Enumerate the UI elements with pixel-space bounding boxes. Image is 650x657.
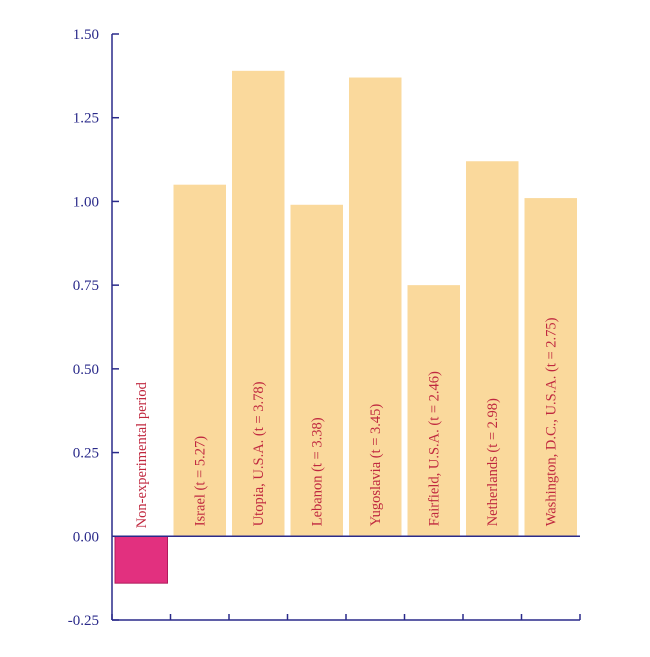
y-tick-label: 0.50 bbox=[73, 362, 99, 378]
y-tick-label: -0.25 bbox=[68, 613, 99, 629]
bar-category-label: Fairfield, U.S.A. (t = 2.46) bbox=[427, 371, 443, 526]
bar bbox=[466, 161, 519, 537]
bar bbox=[524, 198, 577, 537]
y-tick-label: 0.75 bbox=[73, 278, 99, 294]
y-tick-label: 1.25 bbox=[73, 111, 99, 127]
axes-group: -0.25 0.00 0.25 0.50 0.75 1.00 1.25 1.50 bbox=[68, 27, 581, 629]
bar bbox=[349, 77, 402, 537]
bar-category-label: Yugoslavia (t = 3.45) bbox=[368, 404, 384, 527]
bar bbox=[232, 70, 285, 537]
bar bbox=[407, 285, 460, 537]
bar-category-label: Netherlands (t = 2.98) bbox=[485, 398, 501, 526]
bar-labels-group: Non-experimental period Israel (t = 5.27)… bbox=[134, 317, 560, 528]
bar bbox=[290, 204, 343, 537]
y-tick-label: 0.00 bbox=[73, 529, 99, 545]
bar-category-label: Israel (t = 5.27) bbox=[193, 436, 209, 526]
y-tick-label: 0.25 bbox=[73, 446, 99, 462]
bar-non-experimental bbox=[114, 535, 168, 584]
y-tick-label: 1.50 bbox=[73, 27, 99, 43]
bar-category-label: Washington, D.C., U.S.A. (t = 2.75) bbox=[544, 317, 560, 526]
bar-category-label: Utopia, U.S.A. (t = 3.78) bbox=[251, 381, 267, 526]
y-tick-label: 1.00 bbox=[73, 194, 99, 210]
label-non-experimental: Non-experimental period bbox=[134, 381, 150, 528]
bar-category-label: Lebanon (t = 3.38) bbox=[310, 417, 326, 526]
bars-group bbox=[114, 70, 577, 584]
bar bbox=[173, 184, 226, 537]
